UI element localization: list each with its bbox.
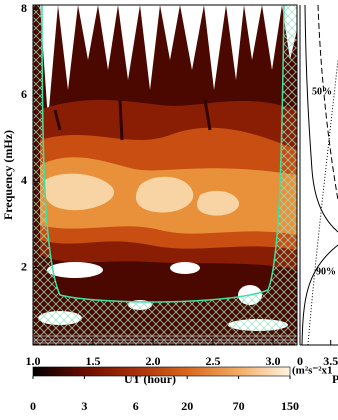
y-tick-label: 4: [21, 173, 27, 187]
x-tick-label: 3.5: [323, 354, 338, 368]
annotation: 90%: [316, 266, 336, 277]
colorbar-tick-label: 70: [233, 399, 245, 413]
colorbar: [32, 366, 291, 377]
x-tick-label: 0: [297, 354, 303, 368]
annotation: 50%: [312, 86, 332, 97]
y-tick-label: 8: [21, 1, 27, 15]
y-tick-label: 2: [21, 259, 27, 273]
x-tick-label: 2.5: [206, 354, 221, 368]
x-tick-label: 1.0: [26, 354, 41, 368]
colorbar-tick-label: 3: [81, 399, 87, 413]
colorbar-tick-label: 6: [133, 399, 139, 413]
x-tick-label: 1.5: [86, 354, 101, 368]
side-panel: [299, 4, 338, 346]
colorbar-label: (m²s⁻²x1: [292, 365, 333, 377]
contour-field: [33, 5, 297, 345]
x-tick-label: 2.0: [146, 354, 161, 368]
y-axis-label: Frequency (mHz): [1, 130, 15, 220]
x-axis-label: Po: [332, 372, 338, 386]
plot-frame: [32, 4, 298, 346]
colorbar-tick-label: 20: [181, 399, 193, 413]
colorbar-tick-label: 150: [281, 399, 299, 413]
colorbar-tick-label: 0: [30, 399, 36, 413]
y-tick-label: 6: [21, 87, 27, 101]
x-tick-label: 3.0: [266, 354, 281, 368]
